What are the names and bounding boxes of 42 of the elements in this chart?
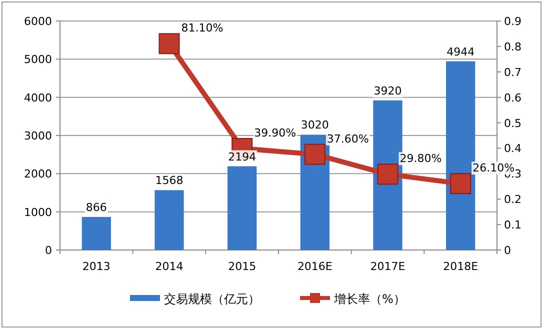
data-label: 37.60% — [326, 132, 369, 146]
y2-tick-label: 0.9 — [504, 15, 522, 28]
data-label: 3920 — [374, 84, 402, 98]
y-tick-label: 6000 — [24, 15, 52, 28]
data-label: 866 — [86, 200, 107, 214]
legend-label: 增长率（%） — [333, 292, 406, 306]
data-label: 3020 — [300, 118, 329, 132]
point — [158, 33, 180, 54]
y-tick-label: 2000 — [24, 168, 52, 181]
data-label: 39.90% — [254, 126, 296, 140]
bar — [228, 166, 257, 250]
y-tick-label: 3000 — [24, 130, 52, 142]
y-tick-label: 1000 — [24, 206, 52, 219]
bar — [446, 61, 476, 250]
y-tick-label: 0 — [45, 244, 52, 257]
bar — [82, 216, 111, 250]
data-label: 4944 — [446, 45, 475, 58]
y-tick-label: 5000 — [24, 53, 52, 66]
point — [377, 164, 398, 185]
x-tick-label: 2014 — [155, 260, 184, 273]
data-label: 2194 — [228, 150, 256, 164]
y2-tick-label: 0.7 — [504, 66, 522, 79]
y-tick-label: 4000 — [24, 91, 52, 104]
x-tick-label: 2017E — [370, 260, 406, 273]
y2-tick-label: 0.4 — [504, 142, 522, 156]
x-tick-label: 2013 — [82, 260, 110, 273]
x-tick-label: 2015 — [228, 260, 256, 273]
legend-label: 交易规模（亿元） — [164, 292, 260, 306]
point — [304, 144, 326, 165]
y2-tick-label: 0.6 — [504, 91, 522, 104]
x-tick-label: 2018E — [443, 260, 478, 273]
data-label: 1568 — [155, 174, 184, 188]
data-label: 29.80% — [400, 152, 442, 166]
y2-tick-label: 0.1 — [504, 218, 522, 232]
point — [450, 173, 472, 194]
y2-tick-label: 0.2 — [504, 193, 522, 206]
y2-tick-label: 0.5 — [504, 116, 522, 130]
y2-tick-label: 0 — [504, 244, 511, 257]
y2-tick-label: 0.8 — [504, 40, 522, 54]
x-tick-label: 2016E — [297, 260, 332, 273]
data-label: 81.10% — [181, 22, 224, 35]
bar — [154, 190, 184, 250]
